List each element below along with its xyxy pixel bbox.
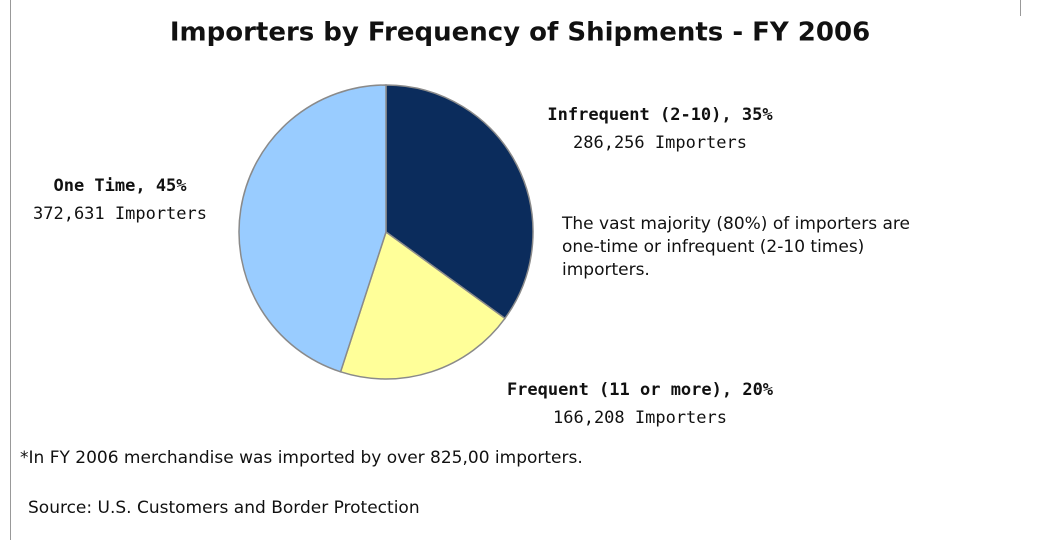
chart-title: Importers by Frequency of Shipments - FY… [170, 18, 870, 48]
slice-count: 166,208 Importers [553, 408, 727, 428]
slice-label: One Time, 45% [53, 176, 187, 196]
pie-slice [385, 84, 534, 320]
slice-count: 286,256 Importers [573, 133, 747, 153]
pie-slice [339, 230, 506, 380]
footnote: *In FY 2006 merchandise was imported by … [20, 448, 583, 468]
slice-label: Infrequent (2-10), 35% [547, 105, 773, 125]
annotation: one-time or infrequent (2-10 times) [562, 237, 864, 257]
source: Source: U.S. Customers and Border Protec… [28, 498, 420, 518]
annotation: The vast majority (80%) of importers are [561, 214, 910, 234]
pie-slice [238, 84, 387, 373]
slice-count: 372,631 Importers [33, 204, 207, 224]
slice-label: Frequent (11 or more), 20% [507, 380, 774, 400]
annotation: importers. [562, 260, 650, 280]
